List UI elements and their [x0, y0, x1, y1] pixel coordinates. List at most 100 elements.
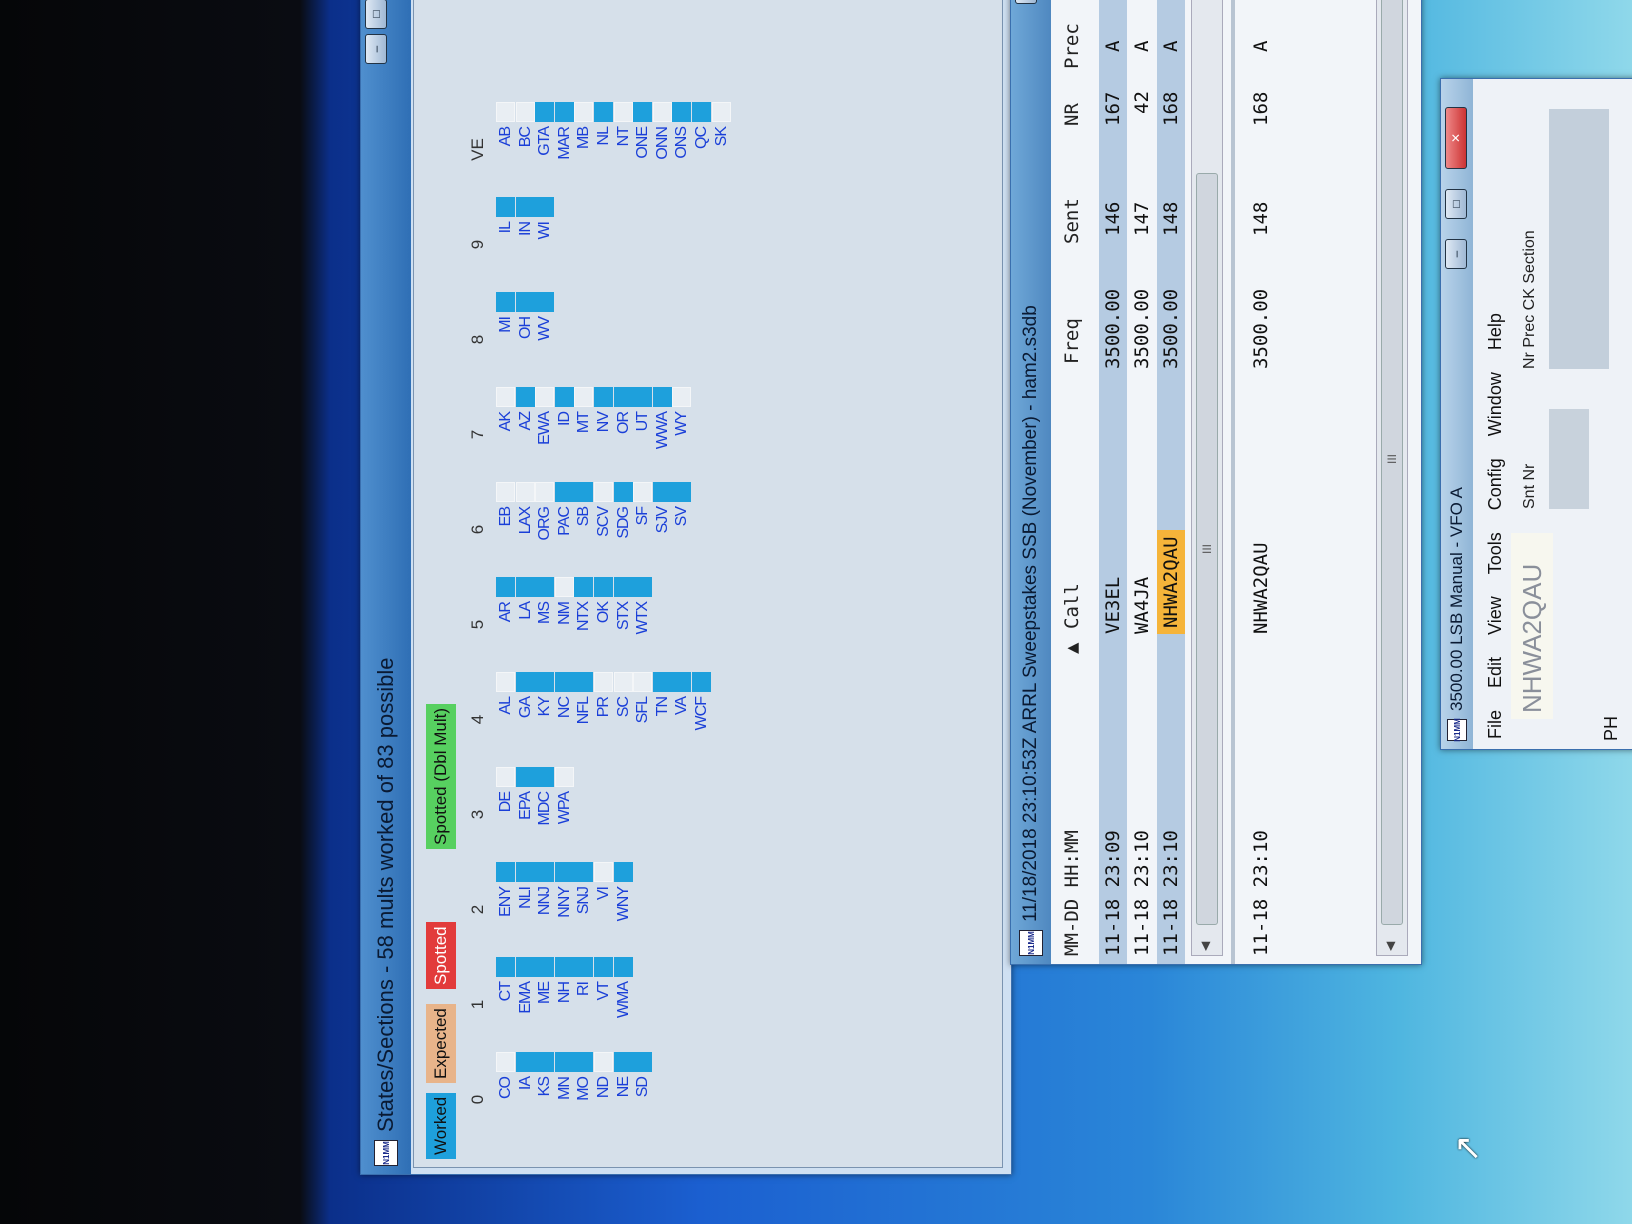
section-label: WI: [536, 222, 554, 240]
section-nh: NH: [554, 957, 574, 1027]
column-header: 1: [468, 999, 487, 1010]
header-call[interactable]: Call: [1061, 583, 1083, 629]
pane-splitter[interactable]: [1231, 0, 1235, 964]
cell-prec: A: [1102, 40, 1124, 52]
not-worked-indicator: [574, 387, 594, 407]
section-label: WNY: [614, 887, 632, 922]
worked-indicator: [496, 197, 515, 217]
lower-horizontal-scrollbar[interactable]: ◀ III: [1376, 0, 1408, 956]
section-label: NV: [595, 412, 612, 433]
states-grid: Worked Expected Spotted Spotted (Dbl Mul…: [413, 0, 1003, 1168]
section-nny: NNY: [554, 862, 574, 932]
cell-datetime: 11-18 23:10: [1131, 830, 1153, 956]
cell-nr: 168: [1160, 91, 1182, 126]
call-input[interactable]: NHWA2QAU: [1511, 533, 1553, 719]
section-ut: UT: [633, 387, 653, 457]
section-ons: ONS: [672, 102, 692, 172]
worked-indicator: [613, 577, 633, 597]
section-label: WWA: [653, 412, 671, 450]
menu-file[interactable]: File: [1485, 709, 1505, 739]
section-label: NL: [595, 127, 612, 146]
minimize-button[interactable]: –: [1445, 239, 1467, 269]
log-row[interactable]: 11-18 23:09 VE3EL 3500.00 146 167 A: [1099, 0, 1127, 964]
log-minimize-button[interactable]: –: [1015, 0, 1037, 4]
states-title-bar[interactable]: N1MM States/Sections - 58 mults worked o…: [361, 0, 411, 1174]
cell-datetime: 11-18 23:10: [1160, 830, 1182, 956]
not-worked-indicator: [633, 482, 653, 502]
scroll-left-icon[interactable]: ◀: [1383, 941, 1397, 951]
log-horizontal-scrollbar[interactable]: ◀ III: [1191, 0, 1223, 956]
section-ne: NE: [613, 1052, 633, 1122]
scroll-left-icon[interactable]: ◀: [1198, 941, 1212, 951]
menu-window[interactable]: Window: [1485, 372, 1505, 437]
worked-indicator: [594, 387, 613, 407]
section-label: MB: [575, 127, 593, 149]
section-sv: SV: [672, 482, 692, 552]
worked-indicator: [535, 1052, 555, 1072]
section-label: PAC: [555, 507, 573, 536]
cell-datetime: 11-18 23:09: [1102, 830, 1124, 956]
section-mdc: MDC: [535, 767, 555, 837]
header-nr[interactable]: NR: [1061, 103, 1083, 126]
n1mm-app-icon: N1MM: [374, 1140, 398, 1166]
worked-indicator: [633, 577, 653, 597]
section-label: RI: [575, 982, 593, 996]
section-label: ND: [595, 1077, 612, 1099]
cell-sent: 148: [1250, 201, 1272, 236]
not-worked-indicator: [594, 1052, 613, 1072]
column-header: 9: [468, 239, 487, 250]
menu-config[interactable]: Config: [1485, 458, 1505, 511]
section-wma: WMA: [613, 957, 633, 1027]
section-ms: MS: [535, 577, 555, 647]
menu-view[interactable]: View: [1485, 596, 1505, 635]
worked-indicator: [633, 387, 653, 407]
exchange-field[interactable]: [1549, 109, 1609, 369]
worked-indicator: [652, 387, 672, 407]
section-mb: MB: [574, 102, 594, 172]
worked-indicator: [633, 1052, 653, 1072]
worked-indicator: [515, 767, 535, 787]
section-label: IN: [516, 222, 534, 236]
section-eny: ENY: [496, 862, 515, 932]
log-row[interactable]: 11-18 23:10 WA4JA 3500.00 147 42 A: [1128, 0, 1156, 964]
not-worked-indicator: [711, 102, 731, 122]
section-sk: SK: [711, 102, 731, 172]
cell-sent: 148: [1160, 201, 1182, 236]
header-datetime[interactable]: MM-DD HH:MM: [1061, 830, 1083, 956]
section-label: EB: [497, 507, 514, 527]
section-label: WPA: [555, 792, 573, 825]
header-prec[interactable]: Prec: [1061, 23, 1083, 69]
section-label: CO: [497, 1077, 514, 1099]
menu-edit[interactable]: Edit: [1485, 656, 1505, 688]
states-sections-window: N1MM States/Sections - 58 mults worked o…: [360, 0, 1012, 1175]
maximize-button[interactable]: □: [1445, 189, 1467, 219]
worked-indicator: [496, 957, 515, 977]
log-row[interactable]: 11-18 23:10 NHWA2QAU 3500.00 148 168 A: [1157, 0, 1185, 964]
worked-indicator: [554, 862, 574, 882]
worked-indicator: [535, 577, 555, 597]
close-button[interactable]: ✕: [1445, 107, 1467, 169]
not-worked-indicator: [672, 387, 692, 407]
menu-tools[interactable]: Tools: [1485, 532, 1505, 575]
section-bc: BC: [515, 102, 535, 172]
legend-expected: Expected: [426, 1004, 456, 1083]
section-stx: STX: [613, 577, 633, 647]
scroll-thumb[interactable]: III: [1381, 0, 1403, 925]
section-label: GTA: [536, 127, 554, 156]
header-sent[interactable]: Sent: [1061, 198, 1083, 244]
worked-indicator: [554, 387, 574, 407]
column-header: 4: [468, 714, 487, 725]
snt-nr-field[interactable]: [1549, 409, 1589, 509]
log-title-bar[interactable]: N1MM 11/18/2018 23:10:53Z ARRL Sweepstak…: [1011, 0, 1051, 964]
scroll-thumb[interactable]: III: [1196, 173, 1218, 925]
menu-help[interactable]: Help: [1485, 313, 1505, 351]
maximize-button[interactable]: □: [365, 0, 387, 29]
header-freq[interactable]: Freq: [1061, 318, 1083, 364]
section-sf: SF: [633, 482, 653, 552]
section-ewa: EWA: [535, 387, 555, 457]
section-ks: KS: [535, 1052, 555, 1122]
entry-title-bar[interactable]: N1MM 3500.00 LSB Manual - VFO A – □ ✕: [1441, 79, 1473, 749]
cell-nr: 42: [1131, 91, 1153, 114]
lower-log-row[interactable]: 11-18 23:10 NHWA2QAU 3500.00 148 168 A: [1247, 0, 1275, 964]
minimize-button[interactable]: –: [365, 34, 387, 64]
